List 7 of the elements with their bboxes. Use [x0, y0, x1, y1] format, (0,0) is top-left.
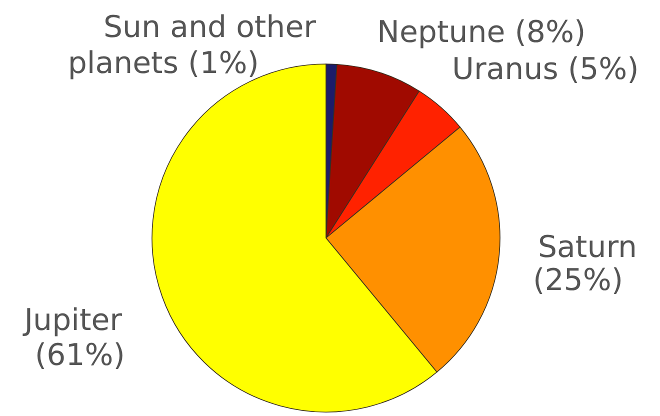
slice-label: Uranus (5%)	[452, 52, 639, 87]
data-label: (25%)	[533, 263, 624, 298]
slice-label: Jupiter	[22, 303, 123, 338]
slice-label: Neptune (8%)	[377, 15, 586, 50]
slice-label: Saturn	[538, 230, 638, 265]
data-label: (61%)	[34, 338, 125, 373]
slice-label: Sun and other planets (1%)	[68, 10, 317, 81]
